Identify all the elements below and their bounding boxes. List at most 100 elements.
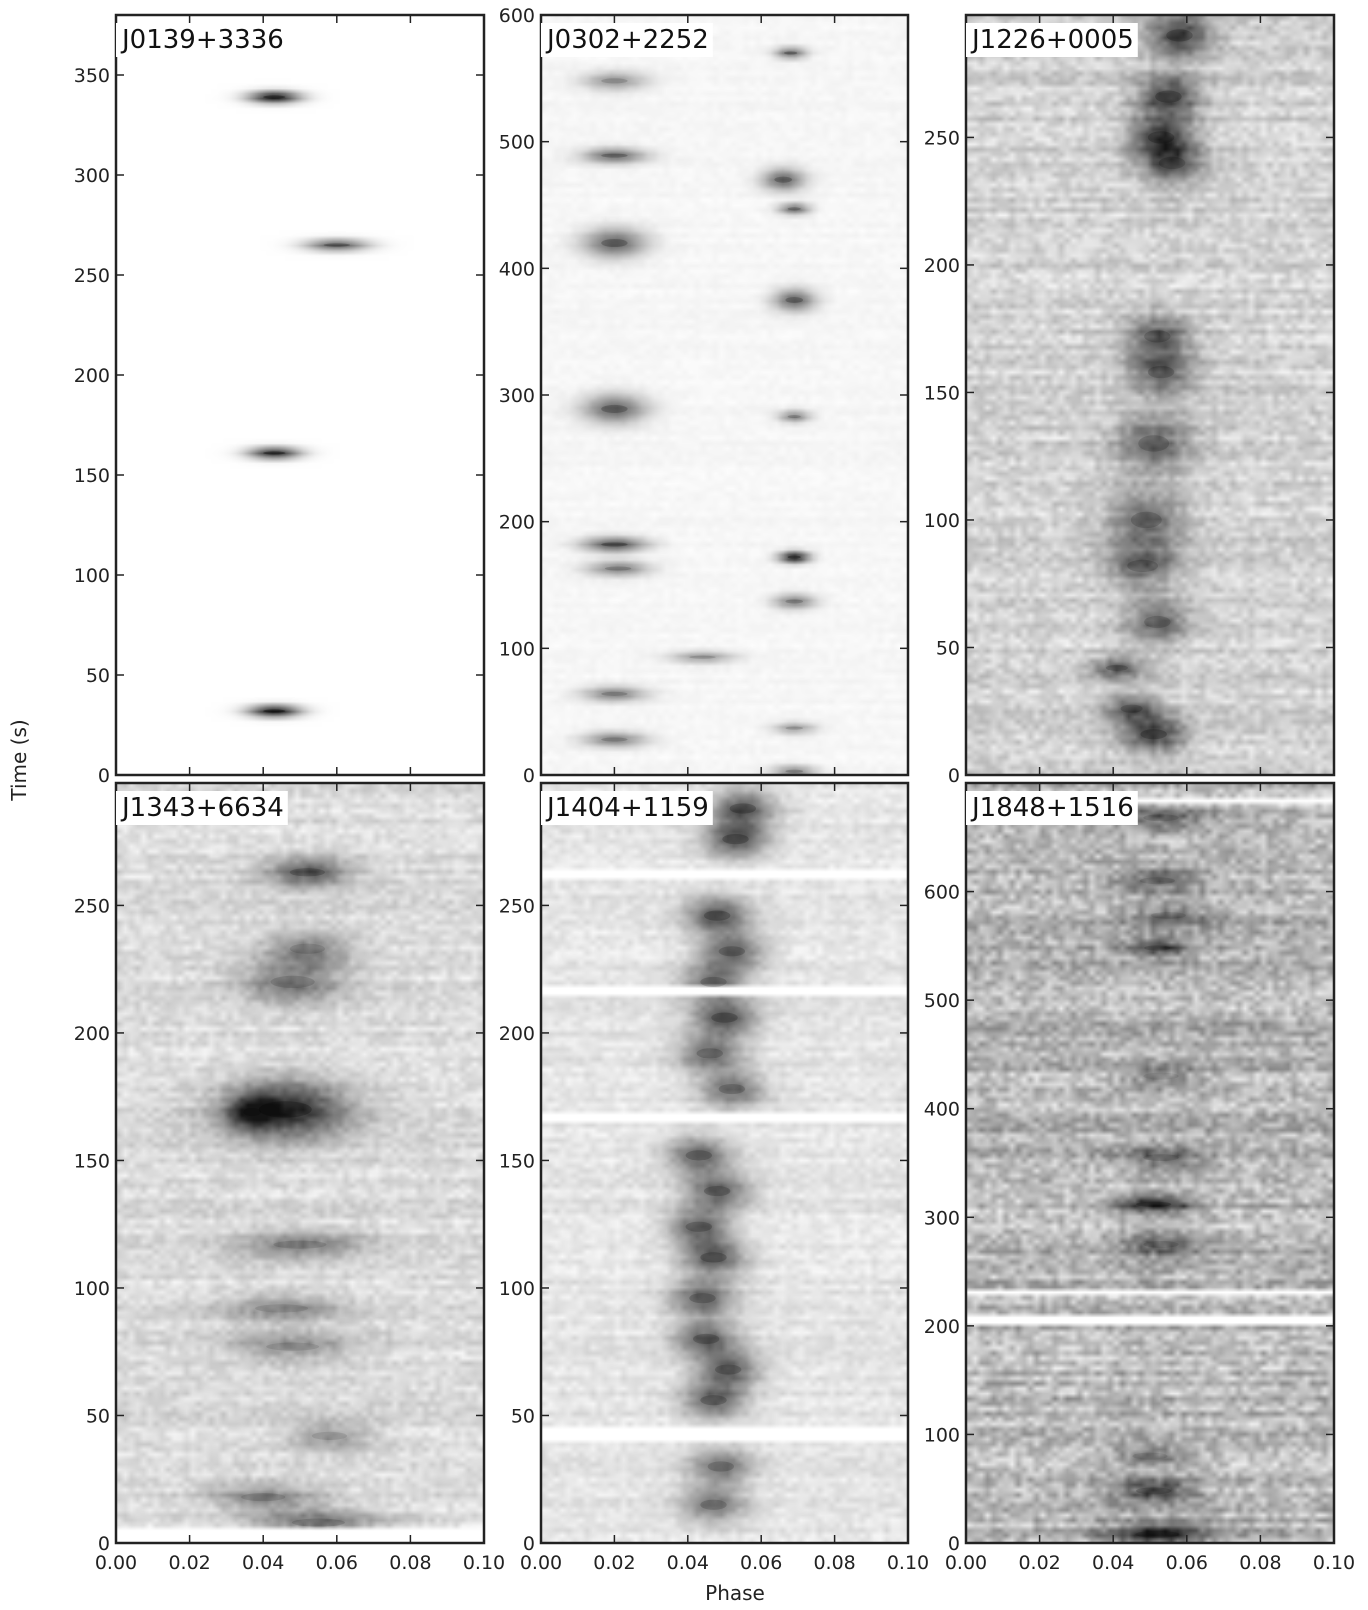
pulse-j0302-2252-4 — [601, 542, 628, 547]
pulse-j1404-1159-12 — [689, 1293, 716, 1304]
panel-j1343-6634: 0 50 100 150 200 250 0.00 0.02 0.04 0.06 0.08 0.10 J… — [74, 781, 505, 1574]
panel-title-j1404-1159: J1404+1159 — [545, 793, 709, 823]
panel-title-bg-j0302-2252 — [541, 23, 713, 57]
x-axis-label: Phase — [705, 1581, 765, 1605]
panel-title-bg-j1343-6634 — [116, 791, 288, 825]
y-tick-label-j1343-6634-50: 50 — [86, 1405, 110, 1427]
intensity-map-j1848-1516 — [966, 783, 1334, 1543]
x-tick-label-j1343-6634-0.10: 0.10 — [463, 1552, 505, 1574]
x-tick-label-j1343-6634-0.08: 0.08 — [389, 1552, 431, 1574]
panel-title-j0302-2252: J0302+2252 — [545, 25, 709, 55]
frame-j1226-0005 — [964, 13, 1336, 777]
pulse-j1848-1516-6 — [1136, 1201, 1172, 1207]
pulse-j1226-0005-3 — [1158, 156, 1186, 170]
y-tick-label-j1343-6634-200: 200 — [74, 1023, 110, 1045]
x-tick-label-j1848-1516-0.06: 0.06 — [1166, 1552, 1208, 1574]
pulse-j0302-2252-2 — [601, 238, 628, 248]
x-tick-label-j1343-6634-0.06: 0.06 — [316, 1552, 358, 1574]
pulse-j1343-6634-5 — [273, 1240, 327, 1249]
pulse-j1404-1159-8 — [685, 1150, 713, 1161]
panel-j0302-2252: 0 100 200 300 400 500 600 J0302+2252 — [499, 5, 910, 787]
panel-title-bg-j1226-0005 — [966, 23, 1138, 57]
y-tick-label-j0139-3336-250: 250 — [74, 265, 110, 287]
y-tick-label-j0139-3336-350: 350 — [74, 65, 110, 87]
pulse-j1404-1159-11 — [700, 1252, 727, 1263]
pulse-j0302-2252-12 — [785, 296, 804, 304]
pulse-j0302-2252-11 — [787, 207, 801, 211]
pulse-j1404-1159-4 — [700, 976, 727, 988]
panel-j1848-1516: 0 100 200 300 400 500 600 0.00 0.02 0.04 0.06 0.08 0… — [924, 781, 1355, 1574]
pulse-j0302-2252-9 — [783, 51, 798, 55]
pulse-j1343-6634-3 — [258, 1101, 312, 1118]
pulse-j0302-2252-7 — [601, 737, 628, 742]
y-tick-label-j1343-6634-100: 100 — [74, 1278, 110, 1300]
intensity-map-j1343-6634 — [116, 783, 484, 1543]
panel-title-bg-j1848-1516 — [966, 791, 1138, 825]
x-tick-label-j1404-1159-0.00: 0.00 — [520, 1552, 562, 1574]
x-tick-label-j1848-1516-0.00: 0.00 — [945, 1552, 987, 1574]
x-tick-label-j1404-1159-0.08: 0.08 — [813, 1552, 855, 1574]
pulse-j0302-2252-17 — [785, 769, 804, 773]
pulse-j1848-1516-1 — [1139, 877, 1176, 885]
pulse-j0302-2252-10 — [774, 176, 793, 183]
pulse-j1404-1159-3 — [718, 946, 746, 957]
intensity-map-j0139-3336 — [116, 15, 484, 775]
y-tick-label-j1848-1516-200: 200 — [924, 1316, 960, 1338]
y-tick-label-j0139-3336-200: 200 — [74, 365, 110, 387]
intensity-map-j1226-0005 — [966, 15, 1334, 775]
pulse-j1226-0005-6 — [1138, 435, 1170, 452]
y-tick-label-j0302-2252-200: 200 — [499, 512, 535, 534]
y-tick-label-j1848-1516-300: 300 — [924, 1207, 960, 1229]
pulse-j1226-0005-10 — [1105, 664, 1128, 671]
pulse-j0139-3336-3 — [263, 95, 286, 99]
pulse-j1343-6634-7 — [266, 1342, 320, 1351]
y-tick-label-j1848-1516-600: 600 — [924, 882, 960, 904]
y-tick-label-j1404-1159-0: 0 — [523, 1533, 535, 1555]
panel-j1226-0005: 0 50 100 150 200 250 J1226+0005 — [924, 13, 1336, 787]
frame-j1848-1516 — [964, 781, 1336, 1545]
pulse-j1404-1159-1 — [722, 834, 749, 845]
y-tick-label-j0302-2252-500: 500 — [499, 132, 535, 154]
y-tick-label-j0139-3336-50: 50 — [86, 665, 110, 687]
y-tick-label-j1848-1516-500: 500 — [924, 990, 960, 1012]
pulse-j1226-0005-12 — [1140, 729, 1167, 740]
pulse-j1848-1516-5 — [1143, 1154, 1179, 1162]
pulse-j1226-0005-5 — [1147, 365, 1175, 379]
pulse-j1343-6634-4 — [243, 1107, 261, 1117]
pulse-j1226-0005-0 — [1166, 29, 1193, 42]
y-axis-label: Time (s) — [7, 719, 31, 801]
panel-title-j1848-1516: J1848+1516 — [970, 793, 1134, 823]
pulse-j1226-0005-4 — [1144, 330, 1171, 343]
pulse-j1404-1159-2 — [703, 910, 731, 921]
y-tick-label-j0139-3336-100: 100 — [74, 565, 110, 587]
y-tick-label-j1343-6634-150: 150 — [74, 1150, 110, 1172]
x-tick-label-j1404-1159-0.04: 0.04 — [667, 1552, 709, 1574]
y-tick-label-j1226-0005-200: 200 — [924, 255, 960, 277]
pulse-j1343-6634-2 — [270, 975, 315, 989]
y-tick-label-j1226-0005-0: 0 — [948, 765, 960, 787]
pulse-j1226-0005-11 — [1120, 704, 1143, 713]
pulse-j0302-2252-15 — [785, 599, 804, 604]
pulse-j0302-2252-13 — [787, 415, 801, 419]
panel-title-bg-j0139-3336 — [116, 23, 288, 57]
pulse-j1226-0005-8 — [1127, 559, 1159, 572]
pulse-j1404-1159-10 — [685, 1221, 713, 1232]
pulse-j0302-2252-3 — [601, 404, 628, 413]
pulse-j1343-6634-6 — [255, 1304, 309, 1313]
pulse-j1404-1159-5 — [711, 1012, 738, 1023]
y-tick-label-j0139-3336-0: 0 — [98, 765, 110, 787]
pulse-j1343-6634-8 — [311, 1431, 348, 1440]
y-tick-label-j0302-2252-400: 400 — [499, 258, 535, 280]
frame-j1404-1159 — [539, 781, 910, 1545]
pulse-j1848-1516-0 — [1143, 814, 1179, 822]
panel-title-j1226-0005: J1226+0005 — [970, 25, 1134, 55]
pulse-j1848-1516-10 — [1135, 1530, 1180, 1538]
y-tick-label-j0302-2252-0: 0 — [523, 765, 535, 787]
pulse-j1404-1159-16 — [707, 1461, 735, 1472]
pulse-j1848-1516-7 — [1143, 1240, 1179, 1248]
y-tick-label-j0302-2252-600: 600 — [499, 5, 535, 27]
panel-j1404-1159: 0 50 100 150 200 250 0.00 0.02 0.04 0.06 0.08 0.10 J… — [499, 781, 929, 1574]
y-tick-label-j1848-1516-0: 0 — [948, 1533, 960, 1555]
y-tick-label-j0139-3336-150: 150 — [74, 465, 110, 487]
pulse-j1404-1159-6 — [696, 1048, 724, 1059]
